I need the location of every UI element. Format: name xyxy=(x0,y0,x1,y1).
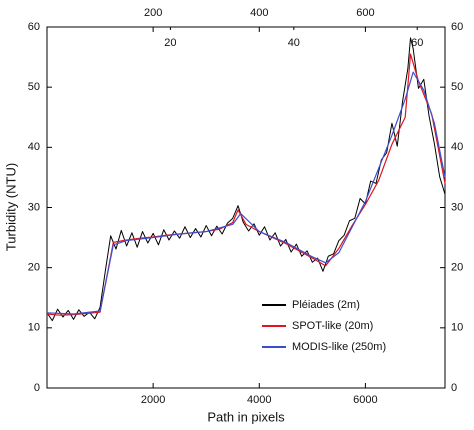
legend-label: MODIS-like (250m) xyxy=(292,341,386,353)
legend-label: SPOT-like (20m) xyxy=(292,320,373,332)
y2-tick-label: 0 xyxy=(451,382,457,394)
y-tick-label: 50 xyxy=(28,81,40,93)
x3-tick-label: 20 xyxy=(164,37,176,49)
x-tick-label: 4000 xyxy=(247,394,271,406)
x2-tick-label: 200 xyxy=(144,7,162,19)
legend-label: Pléiades (2m) xyxy=(292,299,360,311)
x-axis-title: Path in pixels xyxy=(207,409,285,424)
y2-tick-label: 20 xyxy=(451,262,463,274)
x2-tick-label: 600 xyxy=(356,7,374,19)
series-line xyxy=(46,53,446,316)
y2-tick-label: 40 xyxy=(451,141,463,153)
y-tick-label: 60 xyxy=(28,21,40,33)
y-tick-label: 10 xyxy=(28,322,40,334)
x-tick-label: 2000 xyxy=(141,394,165,406)
y-tick-label: 20 xyxy=(28,262,40,274)
y-tick-label: 40 xyxy=(28,141,40,153)
y-axis-title: Turbidity (NTU) xyxy=(3,163,18,251)
y-tick-label: 0 xyxy=(34,382,40,394)
x3-tick-label: 60 xyxy=(411,37,423,49)
y2-tick-label: 60 xyxy=(451,21,463,33)
x3-tick-label: 40 xyxy=(288,37,300,49)
y2-tick-label: 10 xyxy=(451,322,463,334)
x-tick-label: 6000 xyxy=(353,394,377,406)
series-line xyxy=(46,71,446,315)
plot-frame xyxy=(46,26,446,389)
y2-tick-label: 50 xyxy=(451,81,463,93)
y2-tick-label: 30 xyxy=(451,201,463,213)
x2-tick-label: 400 xyxy=(250,7,268,19)
y-tick-label: 30 xyxy=(28,201,40,213)
